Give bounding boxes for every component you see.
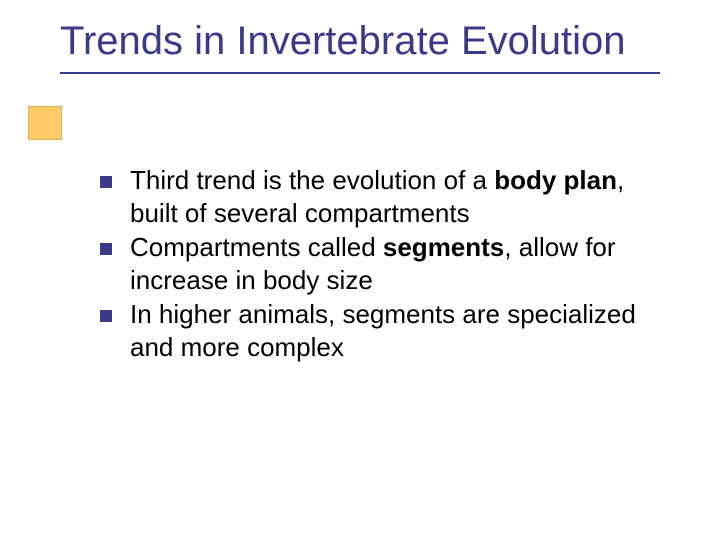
bullet-text: In higher animals, segments are speciali… xyxy=(130,298,660,363)
list-item: In higher animals, segments are speciali… xyxy=(100,298,660,363)
bullet-text: Compartments called segments, allow for … xyxy=(130,231,660,296)
bullet-text: Third trend is the evolution of a body p… xyxy=(130,164,660,229)
square-bullet-icon xyxy=(100,310,112,322)
slide: Trends in Invertebrate Evolution Third t… xyxy=(0,0,720,540)
bullet-pre: Third trend is the evolution of a xyxy=(130,165,494,195)
square-bullet-icon xyxy=(100,176,112,188)
list-item: Third trend is the evolution of a body p… xyxy=(100,164,660,229)
bullet-bold: segments xyxy=(383,232,504,262)
body-region: Third trend is the evolution of a body p… xyxy=(100,164,660,365)
bullet-pre: Compartments called xyxy=(130,232,383,262)
square-bullet-icon xyxy=(100,243,112,255)
title-region: Trends in Invertebrate Evolution xyxy=(60,18,660,74)
list-item: Compartments called segments, allow for … xyxy=(100,231,660,296)
bullet-bold: body plan xyxy=(494,165,617,195)
title-underline xyxy=(60,72,660,74)
bullet-pre: In higher animals, segments are speciali… xyxy=(130,299,636,362)
title-accent-square xyxy=(28,106,62,140)
slide-title: Trends in Invertebrate Evolution xyxy=(60,18,660,64)
